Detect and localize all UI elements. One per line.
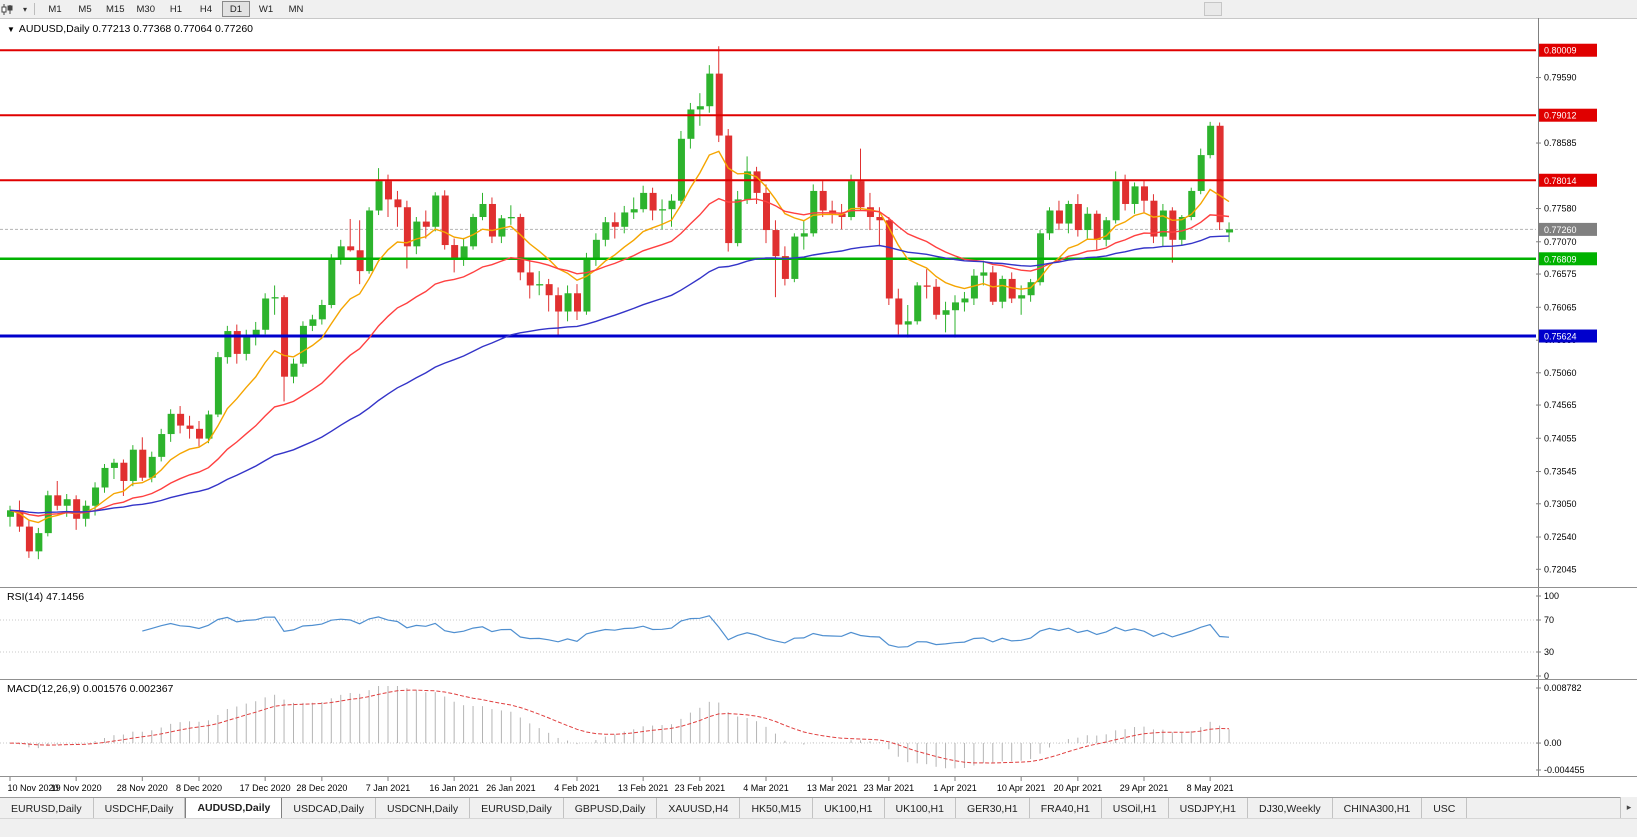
price-axis: 0.79590 0.78585 0.77580 0.77070 0.76575 0.760… bbox=[1536, 43, 1597, 574]
svg-text:7 Jan 2021: 7 Jan 2021 bbox=[366, 783, 411, 793]
svg-text:17 Dec 2020: 17 Dec 2020 bbox=[240, 783, 291, 793]
svg-text:0.76809: 0.76809 bbox=[1544, 254, 1577, 264]
svg-text:28 Dec 2020: 28 Dec 2020 bbox=[296, 783, 347, 793]
svg-text:100: 100 bbox=[1544, 591, 1559, 601]
svg-text:29 Apr 2021: 29 Apr 2021 bbox=[1120, 783, 1169, 793]
svg-text:0.80009: 0.80009 bbox=[1544, 46, 1577, 56]
timeframe-button-MN[interactable]: MN bbox=[288, 3, 304, 15]
timeframe-button-D1[interactable]: D1 bbox=[221, 1, 250, 17]
svg-text:23 Feb 2021: 23 Feb 2021 bbox=[675, 783, 726, 793]
chevron-down-icon[interactable]: ▾ bbox=[23, 4, 28, 14]
svg-text:4 Feb 2021: 4 Feb 2021 bbox=[554, 783, 600, 793]
timeframe-button-M30[interactable]: M30 bbox=[136, 3, 155, 15]
svg-text:70: 70 bbox=[1544, 615, 1554, 625]
svg-text:0.77070: 0.77070 bbox=[1544, 237, 1577, 247]
macd-signal-line bbox=[9, 689, 1230, 764]
svg-text:0: 0 bbox=[1544, 671, 1549, 680]
svg-text:0.78014: 0.78014 bbox=[1544, 176, 1577, 186]
svg-text:10 Nov 2020: 10 Nov 2020 bbox=[7, 783, 58, 793]
macd-panel[interactable]: 0.008782 0.00 -0.004455 bbox=[0, 680, 1637, 777]
svg-text:16 Jan 2021: 16 Jan 2021 bbox=[429, 783, 479, 793]
timeframe-button-M1[interactable]: M1 bbox=[48, 3, 62, 15]
svg-text:10 Apr 2021: 10 Apr 2021 bbox=[997, 783, 1046, 793]
chart-tab-GBPUSD,Daily[interactable]: GBPUSD,Daily bbox=[563, 798, 658, 819]
chart-tab-HK50,M15[interactable]: HK50,M15 bbox=[740, 798, 814, 819]
svg-text:13 Mar 2021: 13 Mar 2021 bbox=[807, 783, 858, 793]
toolbar-button[interactable] bbox=[1204, 2, 1222, 16]
chart-tabs-bar: EURUSD,Daily USDCHF,Daily AUDUSD,Daily USDC… bbox=[0, 797, 1637, 819]
rsi-panel[interactable]: 100 70 30 0 bbox=[0, 588, 1637, 680]
svg-text:0.76065: 0.76065 bbox=[1544, 302, 1577, 312]
tab-scroll-right-icon[interactable]: ▸ bbox=[1620, 797, 1637, 818]
svg-text:26 Jan 2021: 26 Jan 2021 bbox=[486, 783, 536, 793]
svg-text:0.73545: 0.73545 bbox=[1544, 467, 1577, 477]
chart-tab-UK100,H1[interactable]: UK100,H1 bbox=[884, 798, 956, 819]
macd-histogram bbox=[18, 686, 1230, 769]
svg-text:20 Apr 2021: 20 Apr 2021 bbox=[1054, 783, 1103, 793]
chart-tab-FRA40,H1[interactable]: FRA40,H1 bbox=[1029, 798, 1102, 819]
svg-text:8 May 2021: 8 May 2021 bbox=[1187, 783, 1234, 793]
svg-text:0.78585: 0.78585 bbox=[1544, 138, 1577, 148]
ma-line-10 bbox=[9, 150, 1230, 524]
svg-text:0.75060: 0.75060 bbox=[1544, 368, 1577, 378]
top-toolbar: ▾ M1 M5 M15 M30 H1 H4 D1 W1 MN bbox=[0, 0, 1637, 19]
status-bar bbox=[0, 818, 1637, 837]
timeframe-buttons: M1 M5 M15 M30 H1 H4 D1 W1 MN bbox=[40, 1, 311, 17]
chart-tab-USDCAD,Daily[interactable]: USDCAD,Daily bbox=[282, 798, 376, 819]
chart-tab-EURUSD,Daily[interactable]: EURUSD,Daily bbox=[470, 798, 564, 819]
svg-text:1 Apr 2021: 1 Apr 2021 bbox=[933, 783, 977, 793]
chart-tabs: EURUSD,Daily USDCHF,Daily AUDUSD,Daily USDC… bbox=[0, 798, 1468, 819]
timeframe-button-H4[interactable]: H4 bbox=[199, 3, 213, 15]
svg-text:30: 30 bbox=[1544, 647, 1554, 657]
svg-text:19 Nov 2020: 19 Nov 2020 bbox=[51, 783, 102, 793]
svg-text:0.77580: 0.77580 bbox=[1544, 204, 1577, 214]
chart-tab-USDCNH,Daily[interactable]: USDCNH,Daily bbox=[375, 798, 471, 819]
svg-text:28 Nov 2020: 28 Nov 2020 bbox=[117, 783, 168, 793]
chart-tab-USOil,H1[interactable]: USOil,H1 bbox=[1101, 798, 1169, 819]
svg-text:0.72540: 0.72540 bbox=[1544, 532, 1577, 542]
ma-line-60 bbox=[9, 235, 1230, 514]
chart-tab-USDCHF,Daily[interactable]: USDCHF,Daily bbox=[93, 798, 186, 819]
main-price-chart[interactable]: 0.79590 0.78585 0.77580 0.77070 0.76575 0.760… bbox=[0, 18, 1637, 588]
svg-text:-0.004455: -0.004455 bbox=[1544, 765, 1585, 775]
svg-text:0.00: 0.00 bbox=[1544, 738, 1562, 748]
svg-text:0.72045: 0.72045 bbox=[1544, 564, 1577, 574]
svg-text:0.76575: 0.76575 bbox=[1544, 269, 1577, 279]
svg-text:23 Mar 2021: 23 Mar 2021 bbox=[864, 783, 915, 793]
chart-tab-AUDUSD,Daily[interactable]: AUDUSD,Daily bbox=[185, 798, 283, 819]
svg-text:0.79012: 0.79012 bbox=[1544, 111, 1577, 121]
toolbar-separator bbox=[34, 3, 36, 15]
svg-text:0.75624: 0.75624 bbox=[1544, 332, 1577, 342]
svg-text:0.74055: 0.74055 bbox=[1544, 433, 1577, 443]
ma-line-25 bbox=[9, 197, 1230, 517]
svg-text:0.008782: 0.008782 bbox=[1544, 683, 1582, 693]
rsi-line bbox=[142, 615, 1230, 648]
svg-text:0.79590: 0.79590 bbox=[1544, 73, 1577, 83]
chart-tab-USC[interactable]: USC bbox=[1422, 798, 1468, 819]
svg-text:0.73050: 0.73050 bbox=[1544, 499, 1577, 509]
chart-type-icon[interactable] bbox=[1, 2, 21, 16]
chart-tab-CHINA300,H1[interactable]: CHINA300,H1 bbox=[1332, 798, 1423, 819]
chart-tab-EURUSD,Daily[interactable]: EURUSD,Daily bbox=[0, 798, 94, 819]
chart-tab-GER30,H1[interactable]: GER30,H1 bbox=[955, 798, 1030, 819]
timeframe-button-M5[interactable]: M5 bbox=[78, 3, 92, 15]
chart-tab-USDJPY,H1[interactable]: USDJPY,H1 bbox=[1168, 798, 1248, 819]
chart-tab-UK100,H1[interactable]: UK100,H1 bbox=[813, 798, 885, 819]
svg-text:0.77260: 0.77260 bbox=[1544, 225, 1577, 235]
candlesticks bbox=[7, 46, 1234, 560]
svg-text:8 Dec 2020: 8 Dec 2020 bbox=[176, 783, 222, 793]
timeframe-button-W1[interactable]: W1 bbox=[258, 3, 274, 15]
timeframe-button-M15[interactable]: M15 bbox=[106, 3, 125, 15]
svg-text:0.74565: 0.74565 bbox=[1544, 400, 1577, 410]
timeframe-button-H1[interactable]: H1 bbox=[169, 3, 183, 15]
chart-tab-DJ30,Weekly[interactable]: DJ30,Weekly bbox=[1247, 798, 1333, 819]
svg-text:4 Mar 2021: 4 Mar 2021 bbox=[743, 783, 789, 793]
svg-text:13 Feb 2021: 13 Feb 2021 bbox=[618, 783, 669, 793]
candlestick-icon bbox=[1, 3, 13, 15]
chart-tab-XAUUSD,H4[interactable]: XAUUSD,H4 bbox=[657, 798, 741, 819]
